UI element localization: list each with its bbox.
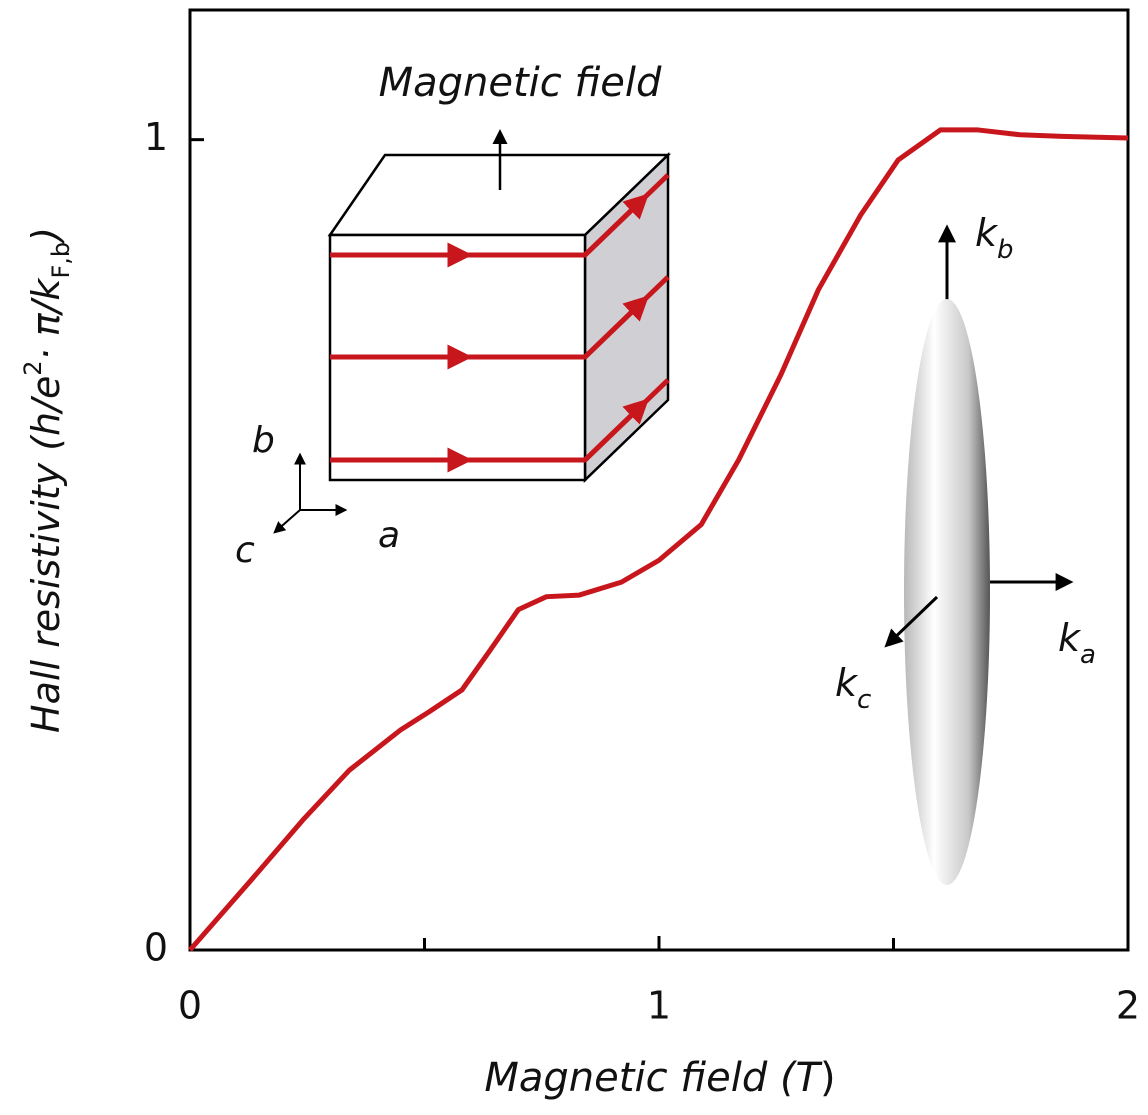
annotation-text: a <box>378 515 400 556</box>
annotation: kb <box>975 211 1014 265</box>
annotation: c <box>235 530 255 571</box>
y-axis-label-part: · π/k <box>24 277 68 361</box>
x-axis-label-unit: T <box>796 1055 824 1101</box>
y-axis-label-part: Hall resistivity (h/e <box>24 376 68 733</box>
y-tick-label: 0 <box>144 926 168 970</box>
x-tick-label: 1 <box>647 984 671 1028</box>
x-axis-label-text: Magnetic field ( <box>484 1055 798 1101</box>
cube-inset <box>273 129 672 534</box>
x-tick-label: 0 <box>178 984 202 1028</box>
y-tick-label: 1 <box>144 115 168 159</box>
x-tick-label: 2 <box>1116 984 1140 1028</box>
annotation-text: k <box>975 211 999 255</box>
y-axis-label-part: ) <box>24 227 68 245</box>
x-axis-label: Magnetic field (T) <box>484 1055 835 1101</box>
annotation-text: b <box>252 420 275 461</box>
x-axis-label-close: ) <box>820 1055 836 1101</box>
annotation-text: k <box>1058 616 1082 660</box>
data-line <box>188 127 1129 952</box>
annotation-text: c <box>235 530 255 571</box>
annotation: ka <box>1058 616 1096 670</box>
annotation-text: k <box>835 661 859 705</box>
annotation: kc <box>835 661 871 715</box>
annotation: Magnetic field <box>379 60 662 106</box>
annotation: a <box>378 515 400 556</box>
annotation-sub: a <box>1080 640 1096 670</box>
annotation-sub: b <box>997 235 1014 265</box>
y-axis-label-part: F,b <box>47 242 75 279</box>
y-axis-label: Hall resistivity (h/e2· π/kF,b) <box>19 227 75 733</box>
annotation-text: Magnetic field <box>379 60 662 106</box>
annotation-sub: c <box>857 685 871 715</box>
annotation: b <box>252 420 275 461</box>
fermi-surface-inset <box>884 224 1074 885</box>
y-axis-label-part: 2 <box>19 360 47 375</box>
